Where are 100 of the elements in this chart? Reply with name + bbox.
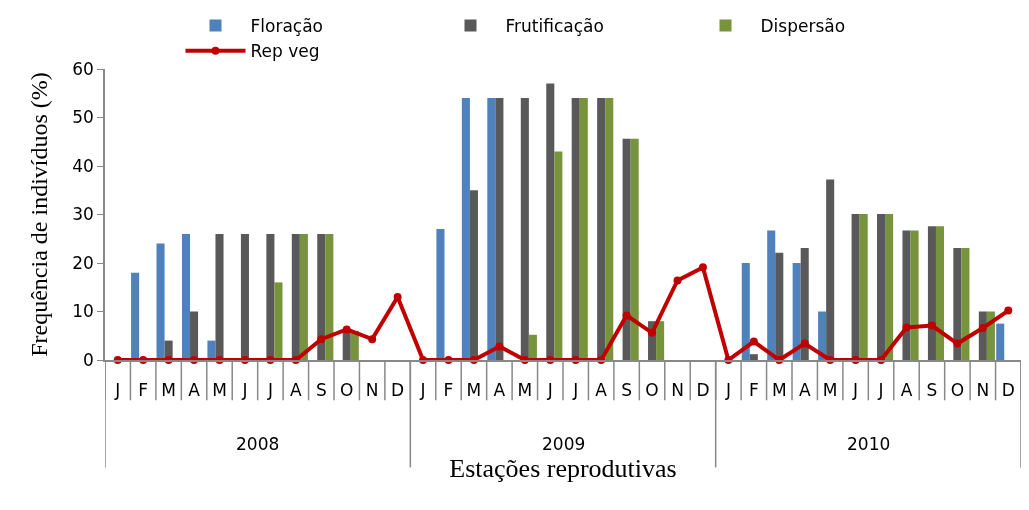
y-tick-label: 0 xyxy=(83,349,94,370)
point xyxy=(927,321,936,330)
bar xyxy=(554,151,563,360)
bar xyxy=(996,323,1005,360)
y-tick-label: 30 xyxy=(72,204,94,225)
bar xyxy=(317,233,326,360)
bar xyxy=(902,230,911,360)
bar xyxy=(342,330,351,360)
x-tick-label: J xyxy=(877,380,884,401)
bar xyxy=(299,233,308,360)
x-tick-label: M xyxy=(212,380,227,401)
bar xyxy=(656,321,665,360)
bar xyxy=(131,272,140,360)
x-tick-label: O xyxy=(950,380,965,401)
x-tick-label: A xyxy=(493,380,506,401)
bar xyxy=(156,243,165,360)
bar xyxy=(546,83,555,360)
point xyxy=(393,292,402,301)
bar xyxy=(630,138,639,360)
bar xyxy=(571,98,580,360)
bar xyxy=(622,138,631,360)
x-axis-title: Estações reprodutivas xyxy=(449,454,677,484)
point xyxy=(342,325,351,334)
point xyxy=(953,339,962,348)
bar xyxy=(240,233,249,360)
point xyxy=(1004,306,1013,315)
x-tick-label: J xyxy=(724,380,731,401)
y-axis-title: Frequência de indivíduos (%) xyxy=(25,72,52,357)
x-tick-label: N xyxy=(976,380,990,401)
point xyxy=(800,339,809,348)
x-tick-label: M xyxy=(161,380,176,401)
bar xyxy=(291,233,300,360)
bar xyxy=(800,247,809,360)
bar xyxy=(859,214,868,360)
point xyxy=(317,335,326,344)
text: 2010 xyxy=(847,434,891,454)
point xyxy=(648,328,657,337)
point xyxy=(368,335,377,344)
bar xyxy=(487,98,496,360)
bar xyxy=(579,98,588,360)
bar xyxy=(749,354,758,360)
bar xyxy=(767,230,776,360)
point xyxy=(978,323,987,332)
x-tick-label: A xyxy=(290,380,303,401)
bar xyxy=(605,98,614,360)
bar xyxy=(469,190,478,360)
legend-label: Frutificação xyxy=(505,16,604,37)
y-tick-label: 40 xyxy=(72,155,94,176)
x-tick-label: S xyxy=(926,380,938,401)
bar xyxy=(520,98,529,360)
bar xyxy=(181,233,191,360)
point xyxy=(673,276,682,285)
x-tick-label: J xyxy=(546,380,553,401)
y-tick-label: 50 xyxy=(72,107,94,128)
bar xyxy=(885,214,894,360)
x-tick-label: M xyxy=(822,380,838,401)
y-tick-label: 10 xyxy=(72,301,94,322)
bar xyxy=(961,247,970,360)
bar xyxy=(877,214,886,360)
bar xyxy=(461,98,470,360)
bar xyxy=(215,233,224,360)
x-tick-label: A xyxy=(595,380,608,401)
x-tick-label: J xyxy=(241,380,248,401)
bar xyxy=(851,214,860,360)
bar xyxy=(436,229,445,360)
y-tick-label: 20 xyxy=(72,252,94,273)
bar xyxy=(528,334,537,360)
point xyxy=(698,263,707,272)
x-tick-label: D xyxy=(1001,380,1015,401)
x-tick-label: N xyxy=(365,380,379,401)
legend-label: Rep veg xyxy=(250,41,320,62)
x-tick-label: J xyxy=(114,380,121,401)
x-tick-label: M xyxy=(771,380,787,401)
bar xyxy=(826,179,835,360)
x-tick-label: A xyxy=(188,380,201,401)
point xyxy=(902,323,911,332)
x-tick-label: J xyxy=(266,380,273,401)
x-tick-label: F xyxy=(138,380,149,401)
bar xyxy=(597,98,606,360)
x-tick-label: A xyxy=(900,380,913,401)
bar xyxy=(266,233,275,360)
x-tick-label: F xyxy=(748,380,759,401)
bar xyxy=(495,98,504,360)
x-tick-label: N xyxy=(671,380,684,401)
x-tick-label: M xyxy=(517,380,533,401)
text: 2009 xyxy=(542,434,586,454)
x-tick-label: M xyxy=(466,380,482,401)
bar xyxy=(274,282,283,360)
bar xyxy=(741,263,750,360)
point xyxy=(495,342,504,351)
bar xyxy=(325,233,334,360)
x-tick-label: D xyxy=(696,380,710,401)
bar xyxy=(953,247,962,360)
x-tick-label: S xyxy=(621,380,633,401)
x-tick-label: O xyxy=(645,380,659,401)
bar xyxy=(935,226,945,360)
x-tick-label: O xyxy=(340,380,354,401)
x-tick-label: F xyxy=(443,380,454,401)
legend-label: Floração xyxy=(250,16,323,37)
x-tick-label: D xyxy=(391,380,405,401)
